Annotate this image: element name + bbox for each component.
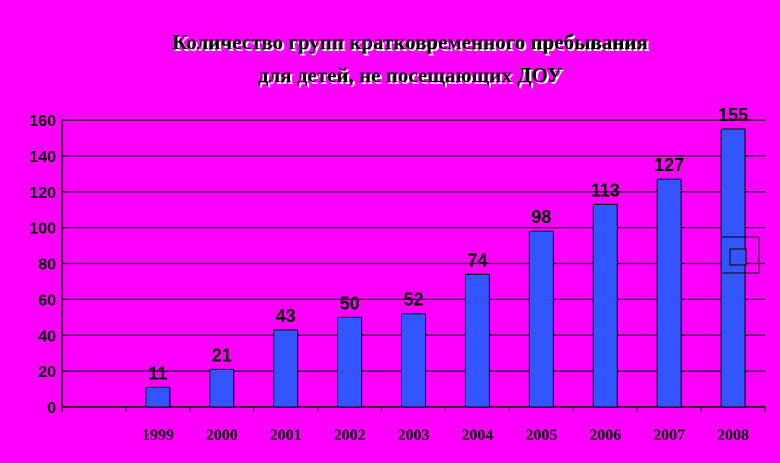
x-tick-label: 2006	[589, 427, 621, 444]
y-tick-label: 60	[38, 292, 56, 309]
x-tick-label: 2002	[334, 427, 366, 444]
y-tick-label: 100	[29, 221, 56, 238]
y-tick-label: 140	[29, 149, 56, 166]
bar	[337, 316, 363, 408]
y-tick-label: 40	[38, 328, 56, 345]
bar	[145, 386, 171, 408]
data-label: 50	[340, 293, 360, 313]
bar	[464, 273, 490, 408]
data-label: 155	[718, 105, 748, 125]
x-tick-label: 2008	[717, 427, 749, 444]
y-tick-label: 160	[29, 113, 56, 130]
data-label: 113	[591, 180, 620, 200]
bar	[209, 368, 235, 408]
bar	[528, 230, 554, 408]
data-label: 98	[531, 207, 551, 227]
x-tick-label: 1999	[142, 427, 174, 444]
chart-title: Количество групп кратковременного пребыв…	[0, 26, 780, 92]
x-tick-label: 2001	[270, 427, 302, 444]
y-tick-label: 20	[38, 364, 56, 381]
data-label: 52	[403, 290, 423, 310]
y-tick-label: 120	[29, 185, 56, 202]
x-tick-label: 2005	[525, 427, 557, 444]
x-tick-label: 2003	[398, 427, 430, 444]
x-tick-label: 2007	[653, 427, 685, 444]
y-tick-label: 0	[47, 400, 56, 417]
data-label: 127	[654, 155, 684, 175]
bar	[401, 313, 426, 408]
chart-title-line-1: Количество групп кратковременного пребыв…	[172, 30, 648, 54]
bar	[656, 178, 682, 408]
data-label: 43	[276, 306, 296, 326]
data-label: 74	[467, 250, 487, 270]
data-label: 21	[212, 345, 232, 365]
legend-swatch	[729, 248, 747, 266]
x-tick-label: 2004	[461, 427, 493, 444]
bar	[720, 128, 746, 408]
data-label: 11	[148, 363, 167, 383]
bar	[273, 329, 299, 408]
x-tick-label: 2000	[206, 427, 238, 444]
y-tick-label: 80	[38, 257, 56, 274]
chart-title-line-2: для детей, не посещающих ДОУ	[257, 63, 563, 87]
bar	[592, 203, 618, 408]
legend-box	[720, 236, 760, 274]
